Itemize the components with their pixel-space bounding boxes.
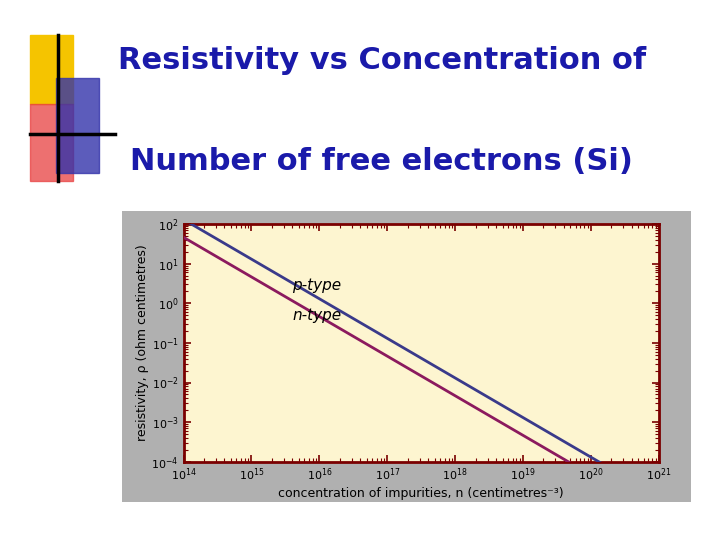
Text: p-type: p-type — [292, 278, 341, 293]
Bar — [30, 104, 73, 181]
X-axis label: concentration of impurities, n (centimetres⁻³): concentration of impurities, n (centimet… — [279, 487, 564, 501]
Text: Resistivity vs Concentration of: Resistivity vs Concentration of — [117, 46, 646, 75]
Y-axis label: resistivity, ρ (ohm centimetres): resistivity, ρ (ohm centimetres) — [135, 245, 148, 441]
Bar — [30, 35, 73, 104]
Text: n-type: n-type — [292, 308, 341, 323]
Text: Number of free electrons (Si): Number of free electrons (Si) — [130, 147, 633, 177]
Bar — [56, 78, 99, 173]
